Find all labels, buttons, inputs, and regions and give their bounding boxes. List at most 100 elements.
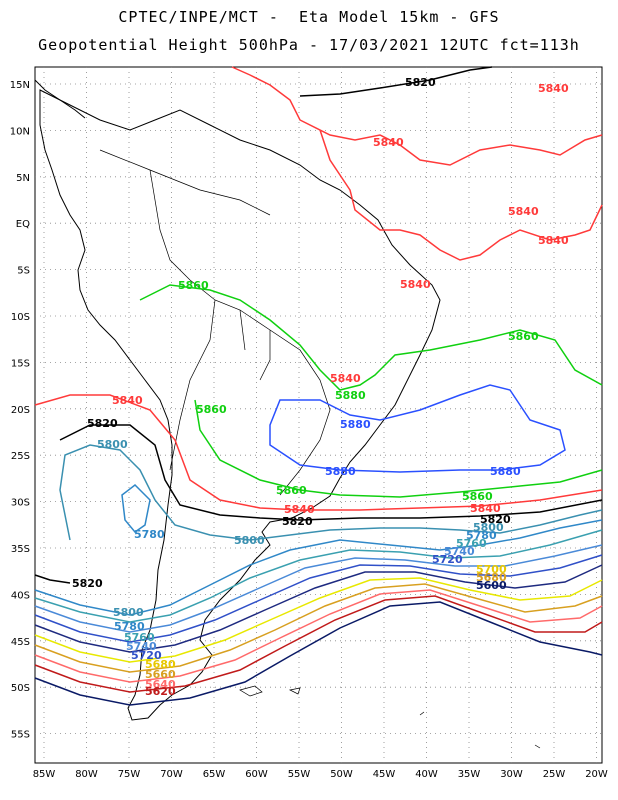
contour-5780 — [34, 519, 603, 616]
islands-outline — [239, 685, 541, 749]
south-america-outline — [39, 89, 441, 721]
label-5820: 5820 — [72, 577, 103, 590]
longitude-tick-label: 45W — [373, 769, 396, 780]
latitude-tick-label: 15S — [11, 358, 30, 369]
contour-5740 — [34, 544, 603, 633]
contour-5840-north — [231, 66, 603, 261]
label-5680: 5680 — [476, 571, 507, 584]
longitude-tick-label: 65W — [203, 769, 226, 780]
contour-5880-interior — [139, 284, 603, 498]
longitude-tick-label: 40W — [415, 769, 438, 780]
label-5840: 5840 — [112, 394, 143, 407]
latitude-tick-label: 15N — [10, 80, 30, 91]
latitude-tick-label: 25S — [11, 451, 30, 462]
longitude-tick-label: 55W — [288, 769, 311, 780]
label-5860: 5860 — [276, 484, 307, 497]
label-5640: 5640 — [145, 678, 176, 691]
longitude-tick-label: 80W — [75, 769, 98, 780]
contour-5760 — [34, 529, 603, 623]
latitude-tick-label: 40S — [11, 590, 30, 601]
longitude-tick-label: 20W — [585, 769, 608, 780]
contour-5840-mid — [34, 394, 603, 511]
label-5720: 5720 — [131, 649, 162, 662]
label-5620: 5620 — [145, 685, 176, 698]
contour-5860-interior — [269, 384, 566, 473]
label-5880: 5880 — [340, 418, 371, 431]
label-5780: 5780 — [114, 620, 145, 633]
label-5680: 5680 — [145, 658, 176, 671]
label-5840: 5840 — [470, 502, 501, 515]
longitude-tick-label: 50W — [330, 769, 353, 780]
axis-ticks: 15N 10N 5N EQ 5S 10S 15S 20S 25S 30S 35S 40S 45S 50S 5… — [10, 80, 608, 780]
map-title-line1: CPTEC/INPE/MCT - Eta Model 15km - GFS — [118, 8, 500, 26]
label-5800: 5800 — [234, 534, 265, 547]
latitude-tick-label: EQ — [16, 219, 30, 230]
longitude-tick-label: 75W — [118, 769, 141, 780]
label-5840: 5840 — [284, 503, 315, 516]
label-5660: 5660 — [145, 668, 176, 681]
contour-5720 — [34, 554, 603, 643]
contour-5820-mid — [34, 424, 603, 584]
label-5800: 5800 — [473, 521, 504, 534]
coastline — [34, 79, 541, 749]
longitude-tick-label: 85W — [33, 769, 56, 780]
label-5780: 5780 — [134, 528, 165, 541]
label-5740: 5740 — [126, 640, 157, 653]
contour-5780-cut-off — [121, 484, 151, 534]
label-5840: 5840 — [330, 372, 361, 385]
longitude-tick-label: 25W — [543, 769, 566, 780]
country-borders — [99, 149, 331, 496]
label-5740: 5740 — [444, 545, 475, 558]
label-5840: 5840 — [373, 136, 404, 149]
latitude-tick-label: 10S — [11, 312, 30, 323]
contour-5680 — [34, 577, 603, 663]
label-5840: 5840 — [538, 82, 569, 95]
label-5800: 5800 — [97, 438, 128, 451]
latitude-tick-label: 5S — [17, 266, 30, 277]
latitude-tick-label: 50S — [11, 683, 30, 694]
label-5820: 5820 — [282, 515, 313, 528]
label-5880: 5880 — [490, 465, 521, 478]
label-5820: 5820 — [87, 417, 118, 430]
label-5840: 5840 — [400, 278, 431, 291]
contour-5640 — [34, 589, 603, 683]
latitude-tick-label: 35S — [11, 544, 30, 555]
contour-5800 — [59, 444, 603, 541]
label-5760: 5760 — [124, 631, 155, 644]
label-5880: 5880 — [325, 465, 356, 478]
label-5760: 5760 — [456, 537, 487, 550]
latitude-tick-label: 5N — [16, 173, 30, 184]
contour-5700 — [34, 564, 603, 653]
latitude-tick-label: 30S — [11, 498, 30, 509]
map-frame — [34, 66, 603, 764]
map-title-line2: Geopotential Height 500hPa - 17/03/2021 … — [38, 36, 580, 54]
label-5820-top: 5820 — [405, 76, 436, 89]
contour-labels: 5820 5840 5840 5840 5840 5840 5860 5860 … — [72, 76, 569, 698]
longitude-tick-label: 70W — [160, 769, 183, 780]
label-5840: 5840 — [538, 234, 569, 247]
contour-5660 — [34, 583, 603, 673]
label-5780: 5780 — [466, 529, 497, 542]
latitude-tick-label: 20S — [11, 405, 30, 416]
contour-5620 — [34, 595, 603, 693]
label-5860: 5860 — [196, 403, 227, 416]
longitude-tick-label: 35W — [458, 769, 481, 780]
label-5720: 5720 — [432, 553, 463, 566]
label-5860: 5860 — [178, 279, 209, 292]
label-5800: 5800 — [113, 606, 144, 619]
contour-lines — [34, 66, 603, 706]
latitude-tick-label: 10N — [10, 126, 30, 137]
longitude-tick-label: 30W — [500, 769, 523, 780]
contour-5820-north — [299, 66, 493, 97]
latitude-tick-label: 45S — [11, 637, 30, 648]
label-5860: 5860 — [508, 330, 539, 343]
label-5860: 5860 — [462, 490, 493, 503]
graticule — [35, 67, 602, 763]
contour-5600 — [34, 601, 603, 706]
central-america-outline — [34, 79, 86, 119]
latitude-tick-label: 55S — [11, 730, 30, 741]
label-5600: 5600 — [476, 579, 507, 592]
longitude-tick-label: 60W — [245, 769, 268, 780]
label-5700: 5700 — [476, 563, 507, 576]
